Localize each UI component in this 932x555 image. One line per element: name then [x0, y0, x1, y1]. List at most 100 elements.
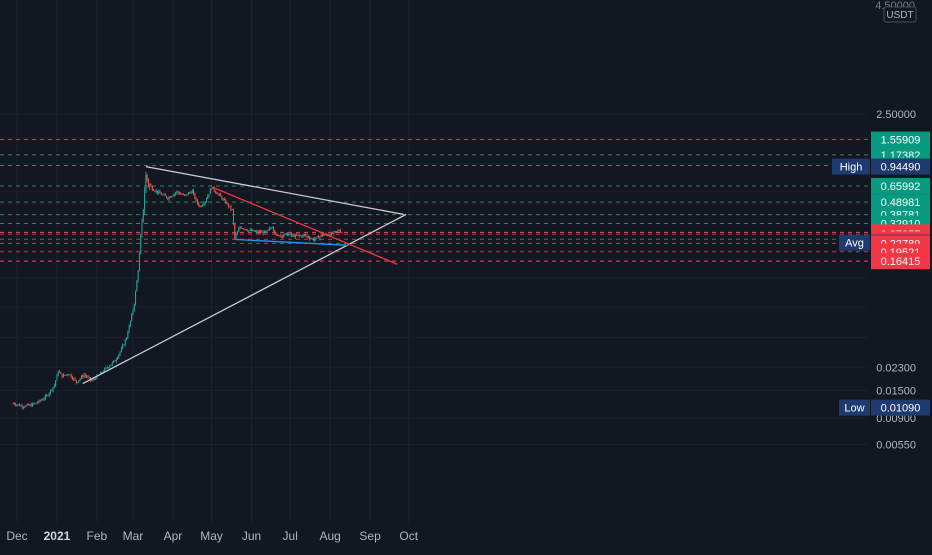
trendline-lower[interactable]	[82, 213, 407, 385]
candle-body	[83, 374, 85, 378]
candle-body	[187, 192, 189, 195]
candle-body	[198, 203, 200, 206]
candle-body	[339, 230, 341, 233]
price-badge	[871, 194, 930, 211]
candle-body	[223, 199, 225, 201]
grid	[16, 0, 410, 522]
time-axis[interactable]: Dec 2021 Feb Mar Apr May Jun Jul Aug Sep Oct	[6, 529, 418, 543]
candle-body	[178, 192, 180, 194]
candle-body	[316, 236, 318, 238]
candle-body	[319, 236, 321, 239]
price-axis[interactable]: 4.50000 USDT 2.500000.023000.015000.0090…	[875, 0, 917, 452]
candle-body	[202, 204, 204, 207]
candle-body	[204, 201, 206, 204]
candle-body	[203, 203, 205, 205]
candle-body	[79, 378, 81, 381]
trendline-resistance[interactable]	[211, 186, 398, 265]
price-badge-value: 0.65992	[881, 181, 921, 193]
candle-body	[22, 407, 24, 408]
candle-body	[35, 402, 37, 404]
y-tick-label: 2.50000	[876, 109, 916, 121]
candle-body	[303, 234, 305, 236]
candle-body	[138, 253, 140, 271]
price-badge	[871, 158, 930, 175]
price-badge	[871, 253, 930, 270]
candle-body	[247, 230, 249, 232]
candle-body	[132, 309, 134, 315]
candle-body	[252, 230, 254, 231]
x-tick-label: Jul	[283, 529, 298, 543]
price-badge	[871, 399, 930, 416]
candle-body	[156, 190, 158, 193]
candle-body	[78, 380, 80, 382]
candle-body	[95, 378, 97, 380]
candle-body	[333, 231, 335, 234]
x-tick-label: Feb	[87, 529, 108, 543]
candle-body	[162, 194, 164, 196]
candle-body	[129, 320, 131, 326]
candle-body	[114, 360, 116, 362]
candle-body	[171, 196, 173, 198]
candle-body	[48, 393, 50, 396]
candle-body	[238, 228, 240, 233]
candle-body	[37, 402, 39, 404]
trendline-upper[interactable]	[145, 165, 404, 216]
candle-body	[69, 374, 71, 376]
candle-body	[297, 235, 299, 237]
candle-body	[168, 196, 170, 200]
price-badges: 1.559091.173820.96333High0.944900.659920…	[832, 131, 930, 416]
candle-body	[315, 237, 317, 239]
candle-body	[261, 231, 263, 233]
candle-body	[82, 376, 84, 378]
candle-body	[51, 389, 53, 391]
candle-body	[231, 209, 233, 211]
price-badge-value: 1.55909	[881, 135, 921, 147]
candle-body	[320, 235, 322, 237]
trendlines[interactable]	[82, 165, 407, 385]
candle-body	[251, 229, 253, 231]
candle-body	[289, 233, 291, 235]
y-tick-label: 0.00900	[876, 413, 916, 425]
currency-badge[interactable]	[883, 6, 917, 23]
candle-body	[258, 231, 260, 233]
candle-body	[71, 377, 73, 380]
candle-body	[271, 227, 273, 229]
candle-body	[309, 237, 311, 239]
candle-body	[70, 374, 72, 378]
candle-body	[341, 232, 343, 234]
y-tick-label: 0.00550	[876, 440, 916, 452]
candle-body	[163, 194, 165, 196]
candle-body	[288, 234, 290, 236]
candle-body	[222, 199, 224, 200]
trendline-support[interactable]	[236, 238, 349, 246]
candle-body	[40, 399, 42, 401]
candle-body	[234, 223, 236, 239]
candle-body	[25, 405, 27, 407]
candle-body	[21, 405, 23, 408]
candle-body	[283, 235, 285, 237]
candle-body	[141, 220, 143, 237]
candle-body	[153, 189, 155, 191]
price-badge-value: 0.01090	[881, 403, 921, 415]
candle-body	[128, 325, 130, 333]
candle-body	[159, 191, 161, 194]
candle-body	[314, 238, 316, 241]
candle-body	[106, 367, 108, 369]
candle-body	[59, 371, 61, 373]
candle-body	[199, 205, 201, 207]
candle-body	[243, 228, 245, 230]
candle-body	[165, 195, 167, 198]
candle-body	[13, 403, 15, 405]
candle-body	[193, 190, 195, 194]
candle-body	[26, 404, 28, 406]
currency-label: USDT	[886, 10, 913, 21]
price-axis-bg[interactable]	[868, 0, 932, 550]
candle-body	[119, 351, 121, 355]
candle-body	[110, 364, 112, 366]
candle-body	[33, 403, 35, 405]
candle-body	[123, 344, 125, 346]
candle-body	[136, 280, 138, 292]
candle-body	[73, 378, 75, 380]
candle-body	[211, 188, 213, 190]
